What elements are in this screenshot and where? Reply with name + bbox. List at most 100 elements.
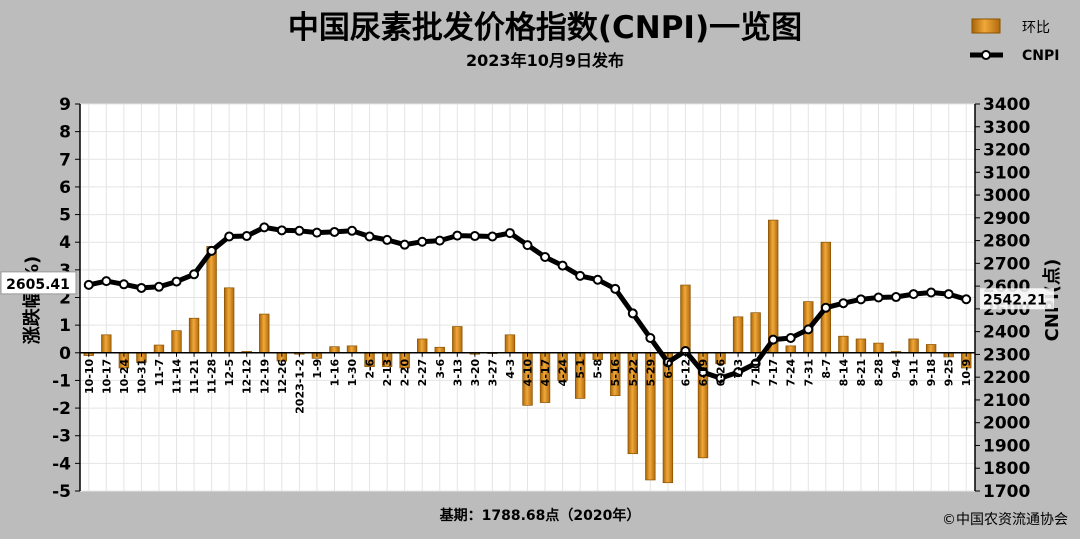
first-value-box	[0, 271, 77, 295]
cnpi-point	[733, 367, 744, 378]
bar	[259, 313, 270, 354]
last-value-label: 2542.21	[983, 292, 1047, 308]
y-left-tick-label: -4	[52, 454, 71, 474]
cnpi-point	[557, 260, 568, 271]
cnpi-point	[364, 231, 375, 242]
x-tick-label: 5-8	[592, 359, 605, 379]
y-left-tick-label: 0	[59, 344, 71, 364]
cnpi-point	[838, 298, 849, 309]
y-left-tick-label: 8	[59, 123, 71, 143]
x-tick-label: 8-7	[820, 359, 833, 379]
x-tick-label: 5-22	[627, 359, 640, 387]
x-tick-label: 5-16	[609, 358, 622, 386]
first-value-label: 2605.41	[6, 277, 70, 293]
y-right-tick-label: 2900	[983, 209, 1030, 229]
x-tick-label: 12-12	[241, 359, 254, 394]
x-tick-label: 10-31	[135, 359, 148, 394]
cnpi-point	[785, 333, 796, 344]
y-left-tick-label: 6	[59, 178, 71, 198]
x-tick-label: 9-25	[943, 359, 956, 387]
y-left-tick-label: -1	[52, 371, 71, 391]
x-tick-label: 7-24	[785, 358, 798, 386]
cnpi-point	[83, 279, 94, 290]
x-tick-label: 8-28	[872, 359, 885, 387]
cnpi-point	[329, 226, 340, 237]
x-tick-label: 6-5	[662, 359, 675, 379]
x-tick-label: 12-19	[258, 359, 271, 394]
x-tick-label: 10-9	[960, 359, 973, 387]
axes: 9 8 7 6 5 4 3 2 1 0 -1 -2 -3 -4 -5 10-10 10-17 10-24 10-31…	[52, 95, 1030, 502]
line-series	[83, 222, 972, 384]
cnpi-point	[189, 269, 200, 280]
cnpi-point	[697, 367, 708, 378]
cnpi-point	[943, 289, 954, 300]
chart-subtitle: 2023年10月9日发布	[466, 51, 624, 70]
y-axis-left-label: 涨跌幅(%)	[21, 256, 43, 345]
x-tick-label: 11-28	[206, 359, 219, 394]
x-tick-label: 8-14	[837, 358, 850, 386]
cnpi-point	[715, 373, 726, 384]
bar	[206, 246, 217, 354]
cnpi-point	[101, 276, 112, 287]
value-labels: 2605.41 2542.21	[0, 271, 1054, 310]
x-tick-label: 5-29	[644, 359, 657, 387]
y-right-tick-label: 2700	[983, 254, 1030, 274]
cnpi-point	[803, 324, 814, 335]
y-left-tick-label: 9	[59, 95, 71, 115]
bar	[838, 335, 849, 354]
cnpi-point	[926, 287, 937, 298]
x-tick-label: 7-31	[802, 359, 815, 387]
cnpi-point	[768, 334, 779, 345]
bar	[768, 219, 779, 354]
cnpi-point	[171, 276, 182, 287]
bar	[223, 287, 235, 354]
x-tick-label: 1-9	[311, 359, 324, 379]
x-tick-label: 3-6	[434, 358, 447, 378]
y-right-tick-label: 1900	[983, 436, 1030, 456]
cnpi-point	[469, 231, 480, 242]
bar	[855, 338, 867, 354]
cnpi-point	[645, 333, 656, 344]
x-tick-label: 6-12	[679, 359, 692, 387]
y-right-tick-label: 2000	[983, 414, 1030, 434]
bar	[101, 334, 112, 354]
bar	[504, 334, 516, 354]
x-tick-label: 7-17	[767, 359, 780, 387]
x-tick-label: 9-11	[908, 359, 921, 387]
bar	[434, 346, 445, 354]
legend-line-marker	[981, 50, 991, 60]
x-tick-label: 2-20	[399, 358, 412, 386]
bar	[452, 326, 463, 354]
cnpi-point	[311, 227, 322, 238]
cnpi-point	[540, 251, 551, 262]
cnpi-point	[522, 240, 533, 251]
cnpi-point	[136, 282, 147, 293]
y-left-tick-label: 4	[59, 233, 71, 253]
bar	[732, 316, 744, 354]
cnpi-point	[347, 225, 358, 236]
cnpi-point	[908, 289, 919, 300]
y-left-tick-label: 2	[59, 289, 71, 309]
y-left-tick-label: -3	[52, 427, 71, 447]
y-left-tick-label: 3	[59, 261, 71, 281]
y-right-tick-label: 3400	[983, 95, 1030, 115]
cnpi-point	[487, 231, 498, 242]
y-right-tick-label: 2200	[983, 368, 1030, 388]
legend-bar-swatch	[971, 18, 1001, 34]
bar	[153, 344, 165, 354]
chart-title: 中国尿素批发价格指数(CNPI)一览图	[288, 10, 802, 46]
cnpi-point	[610, 283, 621, 294]
cnpi-point	[153, 281, 164, 292]
x-tick-label: 2-6	[364, 358, 377, 378]
cnpi-point	[855, 294, 866, 305]
bar	[820, 241, 832, 354]
x-tick-label: 9-18	[925, 359, 938, 387]
bar	[188, 317, 200, 354]
cnpi-point	[592, 274, 603, 285]
x-tick-label: 7-3	[732, 359, 745, 379]
x-tick-label: 11-14	[171, 358, 184, 394]
bar	[680, 284, 691, 354]
legend-bar-label: 环比	[1022, 20, 1050, 36]
